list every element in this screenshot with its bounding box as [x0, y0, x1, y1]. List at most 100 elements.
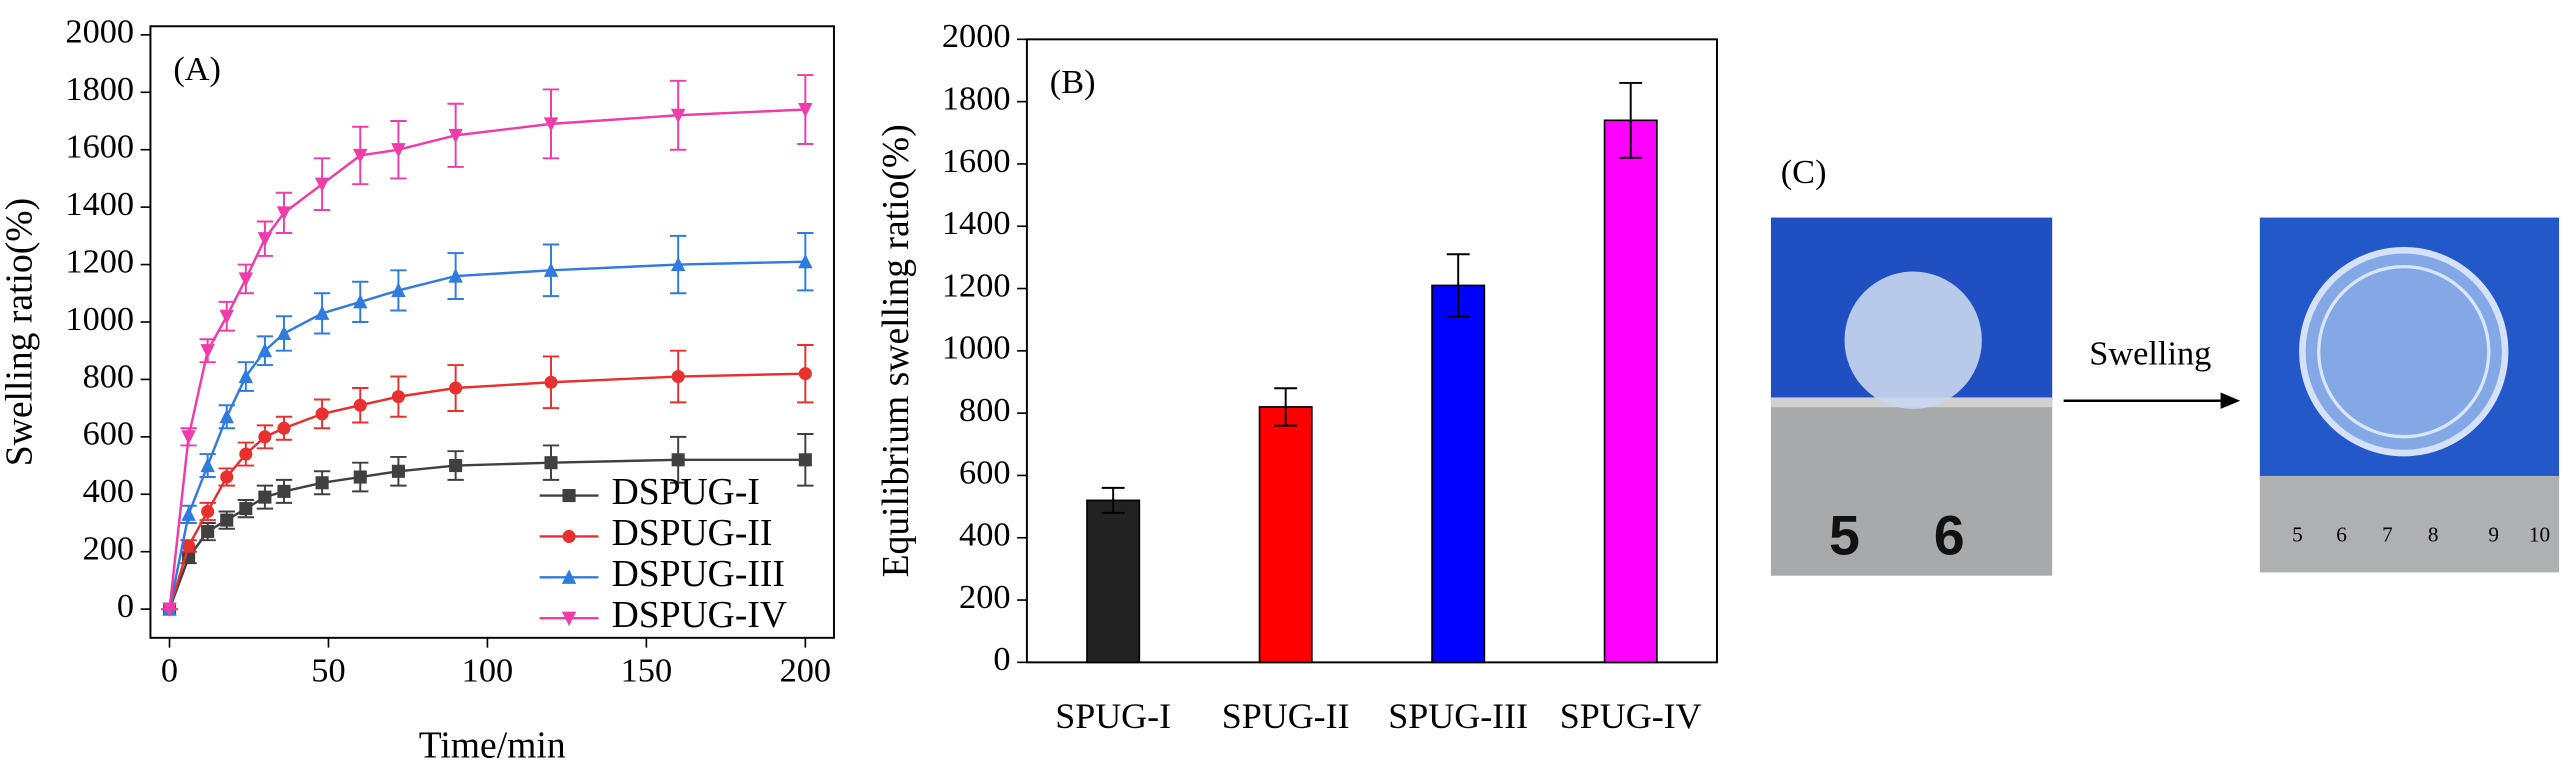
y-tick-label: 2000 — [942, 17, 1011, 55]
data-point — [201, 504, 215, 519]
data-point — [277, 484, 291, 498]
y-tick-label: 2000 — [65, 13, 134, 51]
data-point — [798, 102, 813, 118]
panel-label: (C) — [1781, 153, 1827, 191]
y-tick-label: 1800 — [65, 70, 134, 108]
data-point — [544, 375, 558, 389]
data-point — [353, 148, 368, 164]
x-axis-title: Time/min — [419, 725, 566, 767]
data-point — [239, 447, 253, 461]
data-point — [670, 256, 686, 272]
y-tick-label: 600 — [959, 453, 1011, 491]
data-point — [238, 368, 254, 384]
legend-label: DSPUG-III — [612, 553, 785, 595]
arrow-label: Swelling — [2089, 334, 2211, 372]
panel-label: (B) — [1050, 63, 1096, 101]
data-point — [671, 453, 685, 467]
y-tick-label: 1400 — [942, 204, 1011, 242]
y-tick-label: 0 — [117, 587, 134, 625]
data-point — [201, 525, 215, 539]
data-point — [448, 268, 463, 283]
data-point — [182, 539, 196, 553]
legend-label: DSPUG-I — [612, 471, 760, 513]
data-point — [448, 128, 463, 144]
ruler-label: 9 — [2488, 522, 2499, 546]
ruler-label: 5 — [2292, 522, 2303, 546]
y-tick-label: 800 — [959, 391, 1011, 429]
panel-label: (A) — [173, 50, 221, 88]
data-point — [449, 381, 463, 395]
data-point — [671, 370, 685, 384]
y-tick-label: 800 — [83, 357, 135, 395]
data-point — [315, 407, 329, 421]
data-point — [670, 108, 686, 124]
data-point — [257, 232, 273, 247]
data-point — [543, 117, 559, 132]
y-tick-label: 0 — [993, 640, 1010, 678]
x-tick-label: 0 — [161, 652, 178, 690]
y-tick-label: 400 — [959, 516, 1011, 554]
y-tick-label: 600 — [83, 415, 135, 453]
x-tick-label: 50 — [311, 652, 345, 690]
data-point — [257, 342, 273, 358]
photo-right — [2259, 217, 2560, 573]
data-point — [200, 344, 215, 359]
y-tick-label: 200 — [959, 578, 1011, 616]
data-point — [543, 262, 559, 277]
data-point — [181, 506, 196, 521]
plot-frame — [1025, 38, 1718, 664]
x-tick-label: SPUG-II — [1222, 696, 1350, 736]
data-point — [391, 464, 405, 478]
data-point — [276, 206, 292, 221]
data-point — [314, 305, 330, 320]
ruler-label: 6 — [2336, 522, 2347, 546]
data-point — [162, 602, 177, 617]
x-tick-label: 100 — [462, 652, 514, 690]
data-point — [798, 367, 812, 381]
y-tick-label: 1200 — [65, 242, 134, 280]
x-tick-label: 200 — [780, 652, 831, 690]
data-point — [391, 282, 406, 297]
legend-label: DSPUG-IV — [612, 594, 787, 636]
data-point — [798, 253, 813, 269]
ruler-label: 6 — [1934, 504, 1965, 566]
y-axis-title: Swelling ratio(%) — [0, 198, 41, 466]
data-point — [220, 470, 234, 484]
error-bar — [1274, 387, 1298, 427]
legend-marker — [561, 611, 577, 627]
plot-frame — [149, 25, 835, 639]
ruler-label: 8 — [2428, 522, 2439, 546]
legend-label: DSPUG-II — [612, 512, 773, 554]
data-point — [798, 453, 812, 467]
bar — [1086, 499, 1141, 664]
arrow — [2063, 392, 2241, 409]
legend-marker — [562, 489, 576, 503]
data-point — [239, 502, 253, 516]
y-tick-label: 1600 — [65, 128, 134, 166]
data-point — [219, 408, 234, 424]
y-axis-title: Equilibrium swelling ratio(%) — [875, 124, 917, 577]
bar — [1258, 406, 1313, 664]
data-point — [449, 459, 463, 473]
data-point — [391, 143, 406, 158]
y-tick-label: 1400 — [65, 185, 134, 223]
y-tick-label: 1000 — [65, 300, 134, 338]
legend-marker — [562, 529, 576, 543]
y-tick-label: 400 — [83, 472, 135, 510]
x-tick-label: SPUG-III — [1388, 696, 1528, 736]
error-bar — [1446, 253, 1470, 318]
data-point — [200, 457, 215, 473]
x-tick-label: SPUG-IV — [1560, 696, 1702, 736]
y-tick-label: 1200 — [942, 266, 1011, 304]
ruler-label: 10 — [2529, 522, 2550, 546]
data-point — [258, 490, 272, 504]
error-bar — [1101, 486, 1125, 514]
data-point — [353, 470, 367, 484]
data-point — [353, 294, 368, 309]
y-tick-label: 200 — [83, 530, 135, 568]
y-tick-label: 1000 — [942, 329, 1011, 367]
data-point — [391, 390, 405, 404]
data-point — [220, 513, 234, 527]
data-point — [181, 430, 196, 445]
